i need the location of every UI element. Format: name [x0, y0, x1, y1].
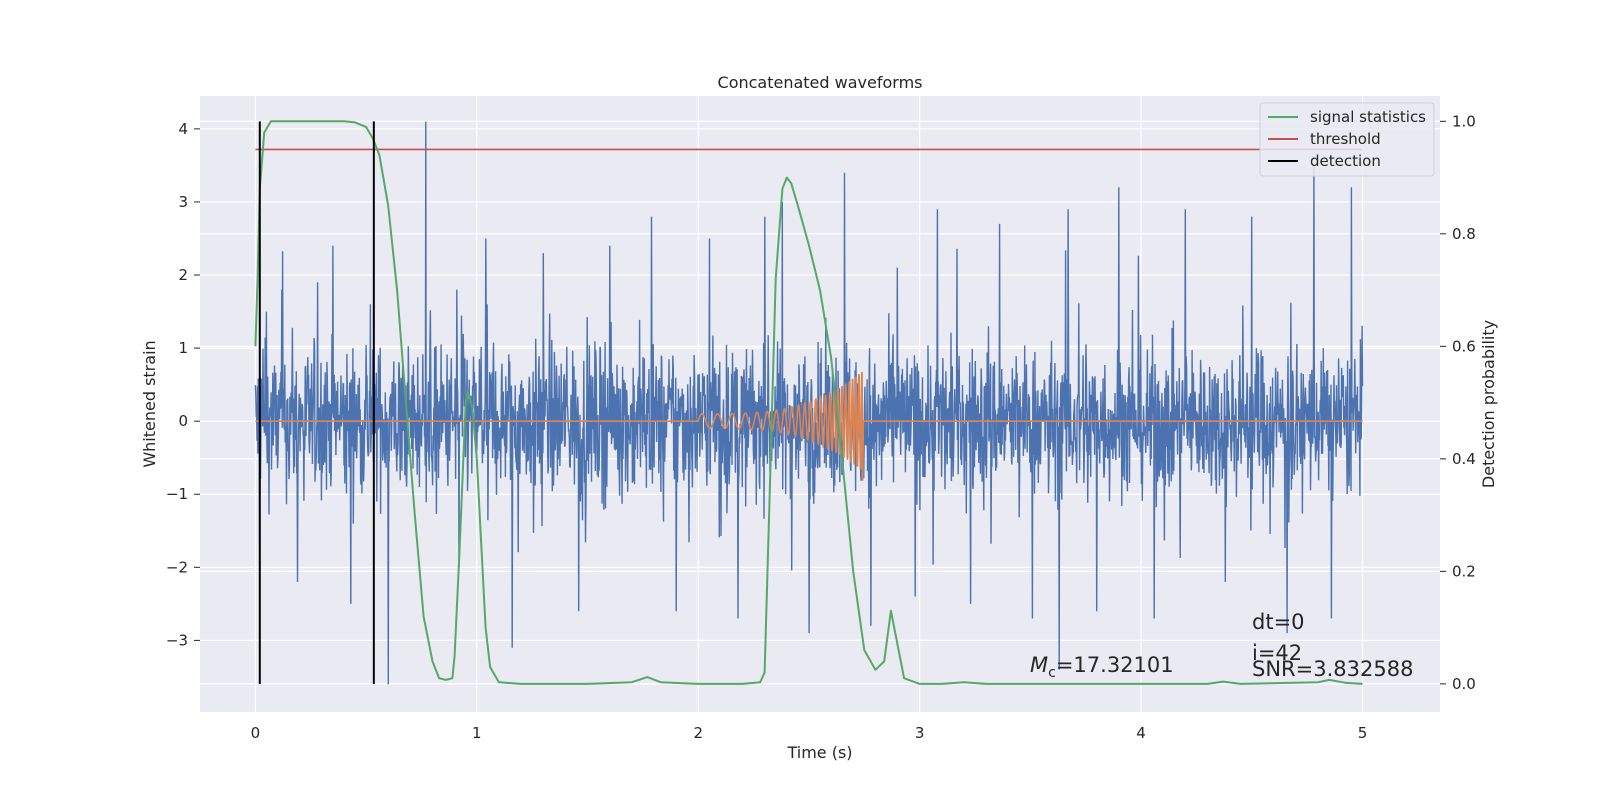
x-tick-label: 2 [693, 724, 703, 742]
y2-tick-label: 0.4 [1452, 450, 1476, 468]
plot-marks [254, 120, 1364, 685]
legend-box [1259, 102, 1435, 177]
gridlines [200, 96, 1440, 712]
y-axis-label: Whitened strain [140, 340, 159, 467]
x-tick-label: 4 [1136, 724, 1146, 742]
y-tick-label: 2 [178, 266, 188, 284]
chirp-mass-symbol: M [1030, 653, 1048, 677]
y-tick-label: 3 [178, 193, 188, 211]
legend-label-signal-statistics: signal statistics [1310, 108, 1426, 126]
x-tick-label: 3 [915, 724, 925, 742]
y-tick-label: 0 [178, 412, 188, 430]
x-tick-label: 1 [472, 724, 482, 742]
signal-statistics-line [254, 120, 1363, 685]
strain-series-line [254, 121, 1364, 685]
legend-label-detection: detection [1310, 152, 1381, 170]
y-tick-label: 1 [178, 339, 188, 357]
y2-tick-label: 0.2 [1452, 562, 1476, 580]
y2-tick-label: 0.8 [1452, 225, 1476, 243]
y2-tick-label: 1.0 [1452, 112, 1476, 130]
y2-tick-label: 0.0 [1452, 675, 1476, 693]
y-tick-label: −2 [166, 558, 188, 576]
chirp-mass-subscript: c [1048, 665, 1056, 681]
chirp-mass-annotation: Mc=17.32101 [1030, 653, 1174, 681]
chirp-waveform-line [255, 371, 1363, 481]
y-tick-label: −1 [166, 485, 188, 503]
y-tick-label: 4 [178, 120, 188, 138]
dt-annotation: dt=0 [1252, 610, 1305, 634]
chirp-mass-value: =17.32101 [1056, 653, 1174, 677]
index-annotation: i=42 [1252, 641, 1302, 665]
x-tick-label: 0 [251, 724, 261, 742]
y2-tick-label: 0.6 [1452, 337, 1476, 355]
x-axis-label: Time (s) [786, 743, 852, 762]
snr-annotation: SNR=3.832588 [1252, 657, 1413, 681]
x-tick-label: 5 [1358, 724, 1368, 742]
y-tick-label: −3 [166, 631, 188, 649]
axis-ticks: 0 1 2 3 4 5 −3 −2 −1 0 1 2 3 4 0.0 0.2 0.4 0.6 0.8 1.0 [166, 112, 1476, 742]
y2-axis-label: Detection probability [1479, 320, 1498, 488]
chart-title: Concatenated waveforms [718, 73, 923, 92]
annotations: Mc=17.32101 dt=0 i=42 SNR=3.832588 [1030, 610, 1413, 681]
legend-label-threshold: threshold [1310, 130, 1381, 148]
legend: signal statistics threshold detection [1259, 102, 1435, 177]
